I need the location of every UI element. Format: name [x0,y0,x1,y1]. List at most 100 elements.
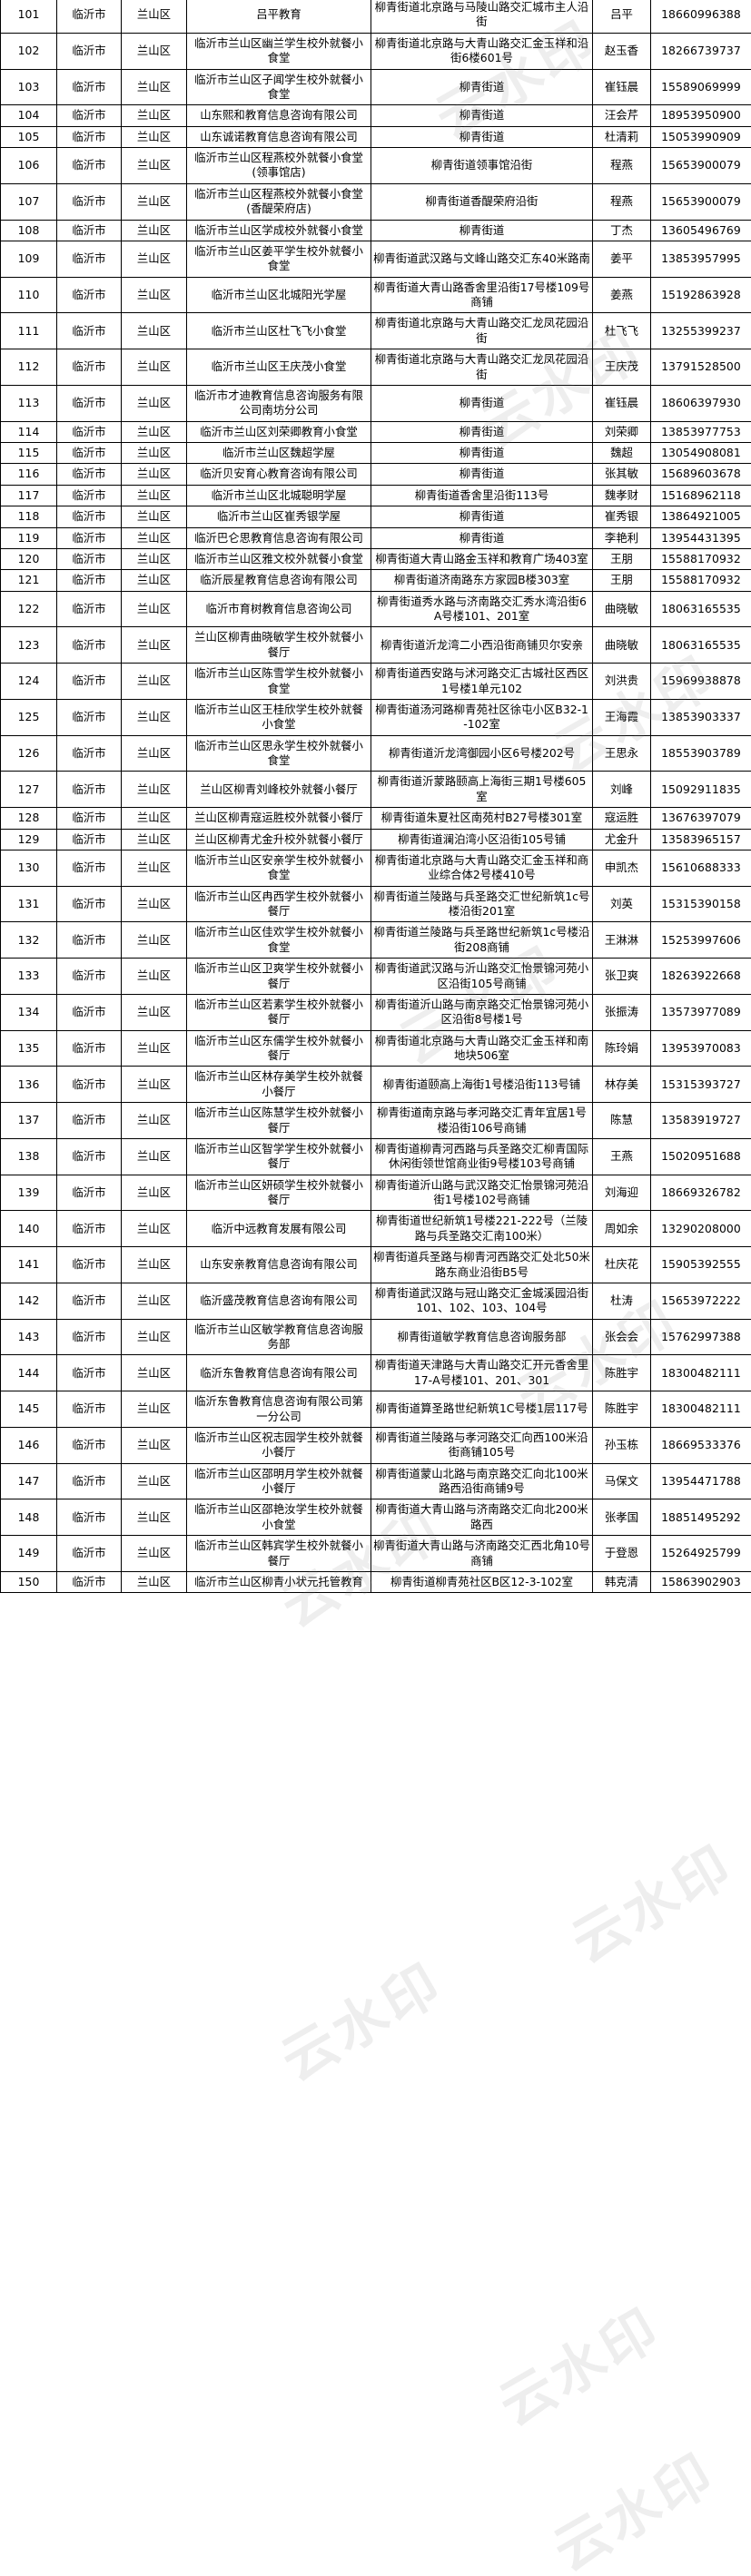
cell-index: 106 [0,147,57,184]
cell-city: 临沂市 [56,1282,122,1320]
cell-city: 临沂市 [56,384,122,422]
cell-name: 临沂市兰山区若素学生校外就餐小餐厅 [186,993,371,1031]
cell-phone: 13573977089 [650,993,751,1031]
cell-index: 130 [0,849,57,887]
cell-phone: 15168962118 [650,484,751,507]
cell-contact: 姜平 [592,240,651,278]
cell-district: 兰山区 [121,1174,187,1212]
cell-district: 兰山区 [121,828,187,850]
cell-city: 临沂市 [56,849,122,887]
cell-address: 柳青街道香醍荣府沿街 [371,182,593,221]
cell-phone: 13676397079 [650,807,751,830]
cell-city: 临沂市 [56,463,122,486]
cell-index: 116 [0,463,57,486]
cell-phone: 15588170932 [650,547,751,571]
cell-district: 兰山区 [121,993,187,1031]
cell-index: 118 [0,506,57,528]
cell-contact: 曲晓敏 [592,626,651,664]
cell-name: 临沂市兰山区祝志园学生校外就餐小餐厅 [186,1426,371,1464]
cell-contact: 崔钰晨 [592,384,651,422]
cell-phone: 18266739737 [650,32,751,70]
cell-phone: 15020951688 [650,1137,751,1175]
cell-index: 121 [0,569,57,592]
cell-address: 柳青街道柳青河西路与兵圣路交汇柳青国际休闲街领世馆商业街9号楼103号商铺 [371,1137,593,1175]
cell-index: 101 [0,0,57,34]
cell-contact: 崔秀银 [592,506,651,528]
cell-name: 临沂市兰山区智学学生校外就餐小餐厅 [186,1137,371,1175]
table-row: 147 临沂市 兰山区 临沂市兰山区邵明月学生校外就餐小餐厅 柳青街道蒙山北路与南京路交… [0,1462,751,1500]
table-row: 109 临沂市 兰山区 临沂市兰山区姜平学生校外就餐小食堂 柳青街道武汉路与文峰山路交汇… [0,240,751,278]
cell-contact: 杜庆花 [592,1246,651,1283]
cell-address: 柳青街道汤河路柳青苑社区徐屯小区B32-1-102室 [371,698,593,736]
table-row: 104 临沂市 兰山区 山东熙和教育信息咨询有限公司 柳青街道 汪会芹 1895395090… [0,104,751,127]
watermark-text: 云水印 [489,2296,672,2439]
cell-address: 柳青街道算圣路世纪新筑1C号楼1层117号 [371,1391,593,1428]
cell-name: 临沂市兰山区子闻学生校外就餐小食堂 [186,68,371,106]
cell-phone: 15053990909 [650,125,751,149]
table-row: 127 临沂市 兰山区 兰山区柳青刘峰校外就餐小餐厅 柳青街道沂蒙路颐高上海街三期1号楼… [0,771,751,809]
cell-city: 临沂市 [56,1102,122,1139]
cell-address: 柳青街道北京路与马陵山路交汇城市主人沿街 [371,0,593,34]
cell-phone: 13791528500 [650,349,751,386]
cell-phone: 18669326782 [650,1174,751,1212]
cell-address: 柳青街道兵圣路与柳青河西路交汇处北50米路东商业沿街B5号 [371,1246,593,1283]
cell-contact: 魏孝财 [592,484,651,507]
table-row: 101 临沂市 兰山区 吕平教育 柳青街道北京路与马陵山路交汇城市主人沿街 吕平 18660… [0,0,751,34]
table-row: 130 临沂市 兰山区 临沂市兰山区安亲学生校外就餐小食堂 柳青街道北京路与大青山路交汇… [0,849,751,887]
table-row: 149 临沂市 兰山区 临沂市兰山区韩宾学生校外就餐小餐厅 柳青街道大青山路与济南路交汇… [0,1535,751,1572]
cell-contact: 陈慧 [592,1102,651,1139]
cell-phone: 15969938878 [650,663,751,700]
cell-index: 123 [0,626,57,664]
cell-address: 柳青街道 [371,384,593,422]
cell-city: 临沂市 [56,104,122,127]
cell-contact: 周如余 [592,1210,651,1248]
cell-city: 临沂市 [56,484,122,507]
cell-city: 临沂市 [56,1391,122,1428]
cell-contact: 刘海迎 [592,1174,651,1212]
cell-index: 103 [0,68,57,106]
cell-city: 临沂市 [56,1066,122,1104]
cell-index: 150 [0,1570,57,1594]
cell-district: 兰山区 [121,1246,187,1283]
cell-phone: 13864921005 [650,506,751,528]
cell-name: 兰山区柳青曲晓敏学生校外就餐小餐厅 [186,626,371,664]
cell-index: 143 [0,1318,57,1356]
cell-district: 兰山区 [121,125,187,149]
cell-district: 兰山区 [121,569,187,592]
cell-city: 临沂市 [56,807,122,830]
table-row: 107 临沂市 兰山区 临沂市兰山区程燕校外就餐小食堂(香醍荣府店) 柳青街道香醍荣府沿… [0,182,751,221]
cell-city: 临沂市 [56,993,122,1031]
cell-index: 138 [0,1137,57,1175]
table-row: 141 临沂市 兰山区 山东安亲教育信息咨询有限公司 柳青街道兵圣路与柳青河西路交汇处北… [0,1246,751,1283]
cell-name: 临沂市育树教育信息咨询公司 [186,590,371,628]
cell-address: 柳青街道天津路与大青山路交汇开元香舍里17-A号楼101、201、301 [371,1354,593,1392]
cell-phone: 18669533376 [650,1426,751,1464]
cell-phone: 15253997606 [650,921,751,959]
cell-contact: 王朋 [592,569,651,592]
cell-city: 临沂市 [56,276,122,314]
table-row: 110 临沂市 兰山区 临沂市兰山区北城阳光学屋 柳青街道大青山路香舍里沿街17号楼10… [0,276,751,314]
cell-name: 临沂市兰山区邵明月学生校外就餐小餐厅 [186,1462,371,1500]
cell-name: 临沂市兰山区卫爽学生校外就餐小餐厅 [186,958,371,995]
cell-contact: 于登恩 [592,1535,651,1572]
cell-address: 柳青街道北京路与大青山路交汇金玉祥和商业综合体2号楼410号 [371,849,593,887]
cell-contact: 刘洪贵 [592,663,651,700]
cell-name: 临沂东鲁教育信息咨询有限公司第一分公司 [186,1391,371,1428]
table-row: 114 临沂市 兰山区 临沂市兰山区刘荣卿教育小食堂 柳青街道 刘荣卿 1385397775… [0,420,751,444]
cell-phone: 15589069999 [650,68,751,106]
cell-name: 临沂市兰山区程燕校外就餐小食堂(领事馆店) [186,147,371,184]
cell-district: 兰山区 [121,441,187,465]
cell-address: 柳青街道领事馆沿街 [371,147,593,184]
cell-contact: 王思永 [592,734,651,772]
cell-contact: 尤金升 [592,828,651,850]
cell-phone: 18606397930 [650,384,751,422]
cell-phone: 13054908081 [650,441,751,465]
cell-address: 柳青街道 [371,420,593,444]
cell-index: 140 [0,1210,57,1248]
table-row: 111 临沂市 兰山区 临沂市兰山区杜飞飞小食堂 柳青街道北京路与大青山路交汇龙凤花园沿… [0,312,751,350]
cell-district: 兰山区 [121,1426,187,1464]
cell-name: 山东安亲教育信息咨询有限公司 [186,1246,371,1283]
cell-phone: 13853903337 [650,698,751,736]
cell-address: 柳青街道柳青苑社区B区12-3-102室 [371,1570,593,1594]
cell-city: 临沂市 [56,526,122,549]
